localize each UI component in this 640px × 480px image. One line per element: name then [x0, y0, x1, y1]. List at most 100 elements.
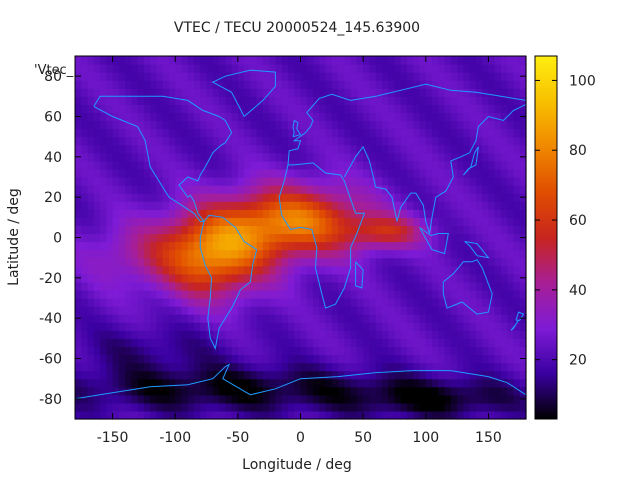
heatmap-cell — [463, 346, 471, 356]
heatmap-cell — [519, 257, 527, 267]
heatmap-cell — [338, 306, 345, 315]
heatmap-cell — [313, 209, 320, 218]
heatmap-cell — [344, 193, 352, 202]
heatmap-cell — [81, 394, 89, 404]
heatmap-cell — [156, 128, 164, 138]
heatmap-cell — [106, 152, 114, 162]
heatmap-cell — [363, 249, 370, 259]
heatmap-cell — [200, 265, 208, 275]
heatmap-cell — [168, 128, 176, 138]
heatmap-cell — [381, 314, 389, 323]
heatmap-cell — [100, 88, 107, 97]
heatmap-cell — [450, 402, 458, 412]
heatmap-cell — [262, 201, 270, 210]
heatmap-cell — [306, 193, 314, 202]
heatmap-cell — [100, 177, 107, 186]
heatmap-cell — [231, 362, 239, 372]
heatmap-cell — [457, 136, 464, 146]
heatmap-cell — [212, 354, 220, 364]
heatmap-cell — [494, 354, 502, 364]
heatmap-cell — [262, 330, 270, 339]
heatmap-cell — [100, 80, 107, 89]
y-tick-label: 40 — [44, 150, 62, 166]
heatmap-cell — [156, 241, 164, 251]
heatmap-cell — [369, 249, 377, 259]
heatmap-cell — [187, 378, 195, 388]
heatmap-cell — [100, 104, 107, 114]
heatmap-cell — [219, 193, 226, 202]
heatmap-cell — [200, 322, 208, 331]
heatmap-cell — [344, 120, 352, 130]
heatmap-cell — [388, 306, 396, 315]
heatmap-cell — [75, 410, 82, 420]
heatmap-cell — [250, 322, 258, 331]
heatmap-cell — [250, 330, 258, 339]
heatmap-cell — [494, 225, 502, 235]
heatmap-cell — [194, 193, 201, 202]
heatmap-cell — [350, 378, 358, 388]
heatmap-cell — [381, 394, 389, 404]
heatmap-cell — [287, 128, 295, 138]
heatmap-cell — [375, 120, 383, 130]
heatmap-cell — [294, 241, 302, 251]
heatmap-cell — [500, 96, 508, 105]
heatmap-cell — [419, 402, 427, 412]
heatmap-cell — [231, 72, 239, 81]
heatmap-cell — [394, 410, 402, 420]
heatmap-cell — [287, 96, 295, 105]
heatmap-cell — [369, 160, 377, 170]
heatmap-cell — [81, 241, 89, 251]
heatmap-cell — [494, 346, 502, 356]
heatmap-cell — [381, 378, 389, 388]
heatmap-cell — [118, 410, 126, 420]
heatmap-cell — [375, 346, 383, 356]
heatmap-cell — [325, 402, 333, 412]
heatmap-cell — [494, 168, 502, 178]
heatmap-cell — [450, 394, 458, 404]
heatmap-cell — [438, 144, 446, 154]
heatmap-cell — [219, 306, 226, 315]
heatmap-cell — [87, 120, 95, 130]
heatmap-cell — [344, 96, 352, 105]
heatmap-cell — [319, 241, 327, 251]
heatmap-cell — [150, 354, 158, 364]
heatmap-cell — [281, 289, 289, 299]
heatmap-cell — [269, 322, 277, 331]
heatmap-cell — [406, 233, 414, 243]
heatmap-cell — [262, 402, 270, 412]
heatmap-cell — [225, 306, 233, 315]
heatmap-cell — [344, 346, 352, 356]
heatmap-cell — [457, 249, 464, 259]
heatmap-cell — [237, 346, 245, 356]
heatmap-cell — [338, 410, 345, 420]
heatmap-cell — [457, 322, 464, 331]
heatmap-cell — [250, 144, 258, 154]
heatmap-cell — [244, 152, 251, 162]
heatmap-cell — [225, 362, 233, 372]
heatmap-cell — [143, 160, 151, 170]
heatmap-cell — [75, 330, 82, 339]
heatmap-cell — [350, 64, 358, 73]
heatmap-cell — [275, 362, 283, 372]
heatmap-cell — [519, 177, 527, 186]
heatmap-cell — [81, 346, 89, 356]
heatmap-cell — [75, 128, 82, 138]
heatmap-cell — [450, 378, 458, 388]
heatmap-cell — [469, 128, 477, 138]
heatmap-cell — [162, 314, 170, 323]
heatmap-cell — [381, 136, 389, 146]
heatmap-cell — [75, 185, 82, 194]
heatmap-cell — [219, 152, 226, 162]
heatmap-cell — [406, 370, 414, 380]
heatmap-cell — [225, 346, 233, 356]
heatmap-cell — [206, 193, 214, 202]
heatmap-cell — [356, 330, 364, 339]
heatmap-cell — [212, 233, 220, 243]
heatmap-cell — [394, 330, 402, 339]
heatmap-cell — [438, 354, 446, 364]
heatmap-cell — [432, 378, 439, 388]
heatmap-cell — [507, 265, 515, 275]
heatmap-cell — [269, 56, 277, 65]
heatmap-cell — [231, 257, 239, 267]
heatmap-cell — [369, 410, 377, 420]
